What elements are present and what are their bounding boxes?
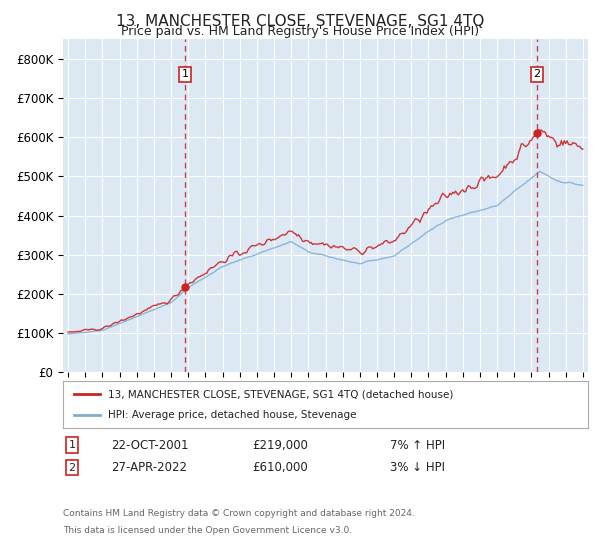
Text: 7% ↑ HPI: 7% ↑ HPI xyxy=(390,438,445,452)
Text: £610,000: £610,000 xyxy=(252,461,308,474)
Text: Price paid vs. HM Land Registry's House Price Index (HPI): Price paid vs. HM Land Registry's House … xyxy=(121,25,479,38)
Text: 2: 2 xyxy=(533,69,541,80)
Text: 2: 2 xyxy=(68,463,76,473)
Text: 13, MANCHESTER CLOSE, STEVENAGE, SG1 4TQ: 13, MANCHESTER CLOSE, STEVENAGE, SG1 4TQ xyxy=(116,14,484,29)
Text: 3% ↓ HPI: 3% ↓ HPI xyxy=(390,461,445,474)
Text: 1: 1 xyxy=(181,69,188,80)
Text: Contains HM Land Registry data © Crown copyright and database right 2024.: Contains HM Land Registry data © Crown c… xyxy=(63,509,415,518)
Text: HPI: Average price, detached house, Stevenage: HPI: Average price, detached house, Stev… xyxy=(107,410,356,420)
Text: £219,000: £219,000 xyxy=(252,438,308,452)
Text: This data is licensed under the Open Government Licence v3.0.: This data is licensed under the Open Gov… xyxy=(63,526,352,535)
Text: 22-OCT-2001: 22-OCT-2001 xyxy=(111,438,188,452)
Text: 1: 1 xyxy=(68,440,76,450)
Text: 13, MANCHESTER CLOSE, STEVENAGE, SG1 4TQ (detached house): 13, MANCHESTER CLOSE, STEVENAGE, SG1 4TQ… xyxy=(107,389,453,399)
Text: 27-APR-2022: 27-APR-2022 xyxy=(111,461,187,474)
